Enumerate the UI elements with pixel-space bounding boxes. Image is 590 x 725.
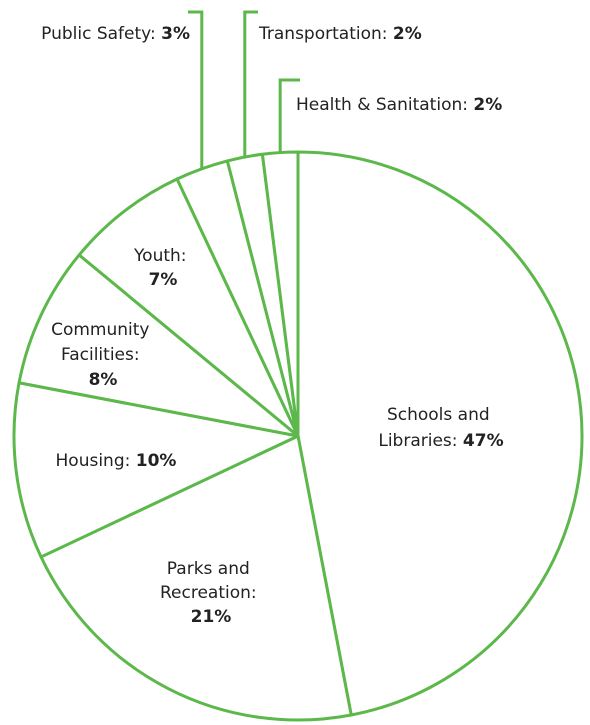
pie-slice-housing: [12, 381, 300, 559]
slice-label-public-safety: Public Safety: 3%: [41, 24, 190, 44]
slice-label-parks-recreation: Parks and Recreation: 21%: [160, 559, 262, 627]
slice-value-public-safety: 3%: [161, 24, 190, 44]
pie-slice-youth: [77, 177, 300, 438]
leader-line-health-sanitation: [278, 78, 300, 153]
slice-value-youth: 7%: [149, 270, 178, 290]
slice-value-transportation: 2%: [393, 24, 422, 44]
leader-line-transportation: [243, 10, 258, 158]
slice-label-health-sanitation: Health & Sanitation: 2%: [296, 95, 502, 115]
pie-slice-parks-recreation: [39, 434, 353, 722]
slice-value-schools-libraries: 47%: [463, 431, 504, 451]
pie-slice-community-facilities: [17, 253, 300, 438]
slice-label-youth: Youth: 7%: [133, 246, 192, 290]
slice-label-schools-libraries: Schools and Libraries: 47%: [378, 405, 503, 451]
slice-value-parks-recreation: 21%: [191, 607, 232, 627]
leader-line-public-safety: [188, 10, 204, 169]
slice-label-housing: Housing: 10%: [56, 451, 177, 471]
slice-label-community-facilities: Community Facilities: 8%: [51, 320, 155, 390]
slice-value-community-facilities: 8%: [89, 370, 118, 390]
slice-value-housing: 10%: [136, 451, 177, 471]
pie-slice-schools-libraries: [296, 150, 584, 717]
leader-lines: [188, 10, 300, 169]
pie-slices: [12, 150, 584, 722]
slice-label-transportation: Transportation: 2%: [258, 24, 422, 44]
slice-value-health-sanitation: 2%: [473, 95, 502, 115]
